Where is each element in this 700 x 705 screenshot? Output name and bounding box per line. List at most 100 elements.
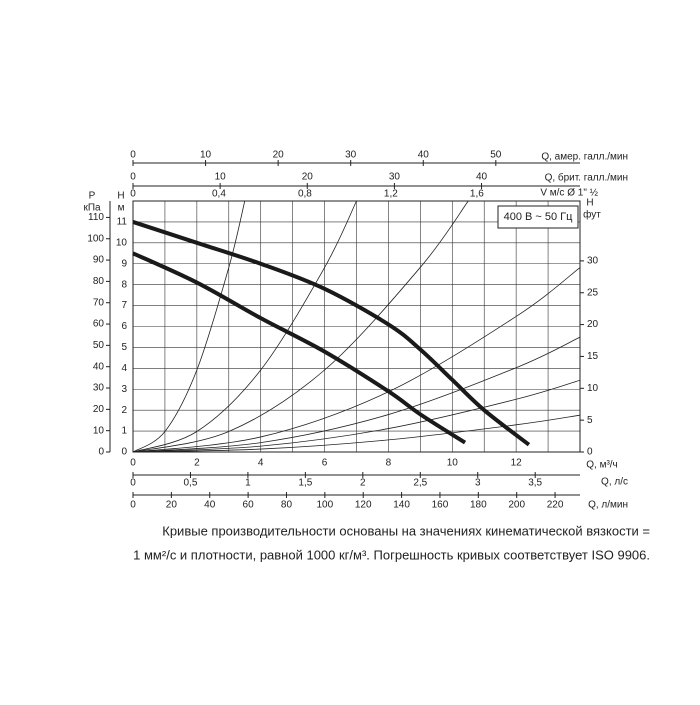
x-tick-label: 0,4 [212,189,226,200]
y-axis-label: H [117,191,124,202]
x-tick-label: 0 [130,150,136,161]
y-tick-label: 25 [587,287,599,298]
x-axis-label: Q, л/с [601,477,628,488]
x-tick-label: 0 [130,172,136,183]
y-tick-label: 11 [117,217,128,228]
y-tick-label: 4 [121,363,127,374]
y-tick-label: 70 [93,297,105,308]
caption: 1 мм²/с и плотности, равной 1000 кг/м³. … [133,547,650,562]
x-tick-label: 40 [204,500,216,511]
x-tick-label: 160 [432,500,449,511]
x-tick-label: 1 [245,478,251,489]
y-axis-label: H [586,198,593,209]
x-axis-label: V м/с Ø 1" ½ [540,188,598,199]
x-tick-label: 40 [418,150,430,161]
x-tick-label: 3,5 [528,478,542,489]
pump-curve [132,251,467,445]
x-tick-label: 30 [345,150,357,161]
x-tick-label: 2,5 [413,478,427,489]
x-axis-label: Q, брит. галл./мин [545,172,628,184]
x-tick-label: 50 [490,150,502,161]
x-tick-label: 0 [130,458,136,469]
annotation: 400 В ~ 50 Гц [504,211,574,223]
y-tick-label: 20 [93,404,105,415]
system-curve [132,379,581,453]
x-tick-label: 0 [130,189,136,200]
y-tick-label: 3 [121,384,127,395]
y-tick-label: 1 [121,426,127,437]
x-tick-label: 1,2 [384,189,398,200]
y-tick-label: 0 [587,447,593,458]
x-tick-label: 20 [273,150,285,161]
y-tick-label: 30 [587,256,599,267]
y-axis-unit: кПа [83,203,101,214]
y-tick-label: 50 [93,340,105,351]
x-tick-label: 0 [130,500,136,511]
y-tick-label: 7 [121,300,127,311]
y-tick-label: 60 [93,319,105,330]
x-tick-label: 60 [243,500,255,511]
x-tick-label: 2 [360,478,366,489]
x-tick-label: 20 [302,172,314,183]
x-tick-label: 140 [393,500,410,511]
x-tick-label: 100 [317,500,334,511]
x-tick-label: 0 [130,478,136,489]
y-tick-label: 80 [93,276,105,287]
y-tick-label: 6 [121,321,127,332]
x-tick-label: 6 [322,458,328,469]
system-curve [132,200,469,453]
x-tick-label: 12 [511,458,523,469]
pump-curve [132,220,531,447]
y-tick-label: 9 [121,258,127,269]
y-axis-unit: м [118,203,125,214]
x-tick-label: 10 [200,150,212,161]
x-tick-label: 0,5 [184,478,198,489]
x-tick-label: 2 [194,458,200,469]
y-tick-label: 10 [93,425,105,436]
y-tick-label: 20 [587,319,599,330]
x-tick-label: 40 [476,172,488,183]
x-axis-label: Q, л/мин [588,500,628,511]
x-axis-label: Q, м³/ч [586,460,618,471]
y-tick-label: 5 [587,415,593,426]
x-tick-label: 4 [258,458,264,469]
x-tick-label: 8 [386,458,392,469]
y-tick-label: 100 [87,233,104,244]
y-axis-unit: фут [583,209,601,221]
x-tick-label: 80 [281,500,293,511]
y-tick-label: 5 [121,342,127,353]
system-curve [132,336,581,453]
system-curve [132,414,581,453]
x-tick-label: 10 [215,172,227,183]
x-tick-label: 220 [547,500,564,511]
x-tick-label: 20 [166,500,178,511]
x-tick-label: 10 [447,458,459,469]
y-tick-label: 0 [121,447,127,458]
y-tick-label: 40 [93,361,105,372]
x-tick-label: 1,5 [298,478,312,489]
y-tick-label: 0 [98,447,104,458]
y-tick-label: 10 [587,383,599,394]
y-tick-label: 90 [93,255,105,266]
x-tick-label: 3 [475,478,481,489]
x-tick-label: 30 [389,172,401,183]
y-tick-label: 10 [116,237,128,248]
x-tick-label: 1,6 [470,189,484,200]
x-tick-label: 120 [355,500,372,511]
y-tick-label: 8 [121,279,127,290]
y-tick-label: 110 [88,212,104,223]
x-tick-label: 0,8 [298,189,312,200]
x-tick-label: 180 [470,500,487,511]
y-tick-label: 15 [587,351,599,362]
y-tick-label: 2 [121,405,127,416]
caption: Кривые производительности основаны на зн… [162,523,650,538]
system-curve [132,200,246,453]
annotation-box [497,205,579,229]
system-curve [132,200,357,453]
y-tick-label: 30 [93,383,105,394]
x-axis-label: Q, амер. галл./мин [541,152,628,163]
y-axis-label: P [89,191,96,202]
x-tick-label: 200 [508,500,525,511]
